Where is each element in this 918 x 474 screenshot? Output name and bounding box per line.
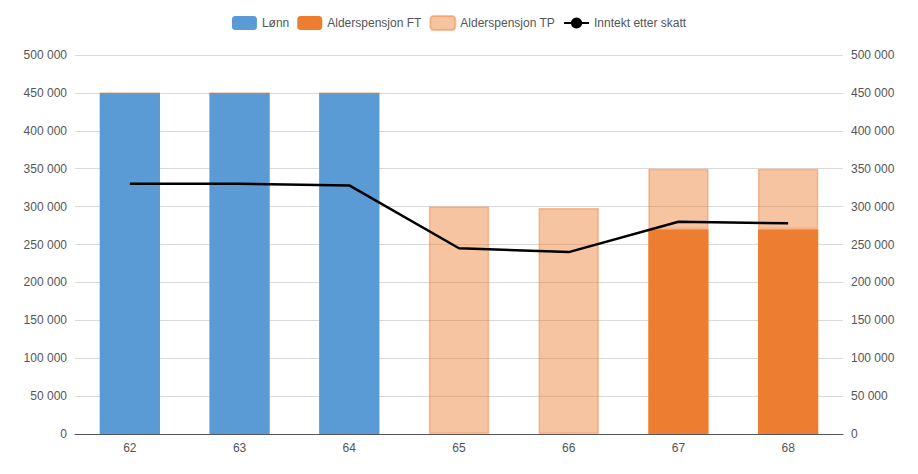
- svg-text:64: 64: [343, 441, 357, 455]
- svg-text:100 000: 100 000: [24, 351, 68, 365]
- svg-text:200 000: 200 000: [851, 275, 895, 289]
- svg-text:450 000: 450 000: [24, 86, 68, 100]
- svg-text:450 000: 450 000: [851, 86, 895, 100]
- svg-text:50 000: 50 000: [30, 389, 67, 403]
- svg-text:500 000: 500 000: [24, 48, 68, 62]
- svg-text:63: 63: [233, 441, 247, 455]
- svg-text:150 000: 150 000: [24, 313, 68, 327]
- svg-text:400 000: 400 000: [851, 124, 895, 138]
- svg-text:0: 0: [60, 427, 67, 441]
- svg-text:Alderspensjon FT: Alderspensjon FT: [327, 16, 422, 30]
- svg-text:Inntekt etter skatt: Inntekt etter skatt: [594, 16, 687, 30]
- svg-text:Lønn: Lønn: [262, 16, 289, 30]
- svg-text:0: 0: [851, 427, 858, 441]
- svg-text:62: 62: [123, 441, 137, 455]
- svg-text:250 000: 250 000: [24, 238, 68, 252]
- svg-text:200 000: 200 000: [24, 275, 68, 289]
- svg-text:300 000: 300 000: [24, 200, 68, 214]
- svg-text:500 000: 500 000: [851, 48, 895, 62]
- svg-text:400 000: 400 000: [24, 124, 68, 138]
- svg-text:250 000: 250 000: [851, 238, 895, 252]
- svg-text:100 000: 100 000: [851, 351, 895, 365]
- svg-text:300 000: 300 000: [851, 200, 895, 214]
- svg-text:350 000: 350 000: [851, 162, 895, 176]
- svg-text:150 000: 150 000: [851, 313, 895, 327]
- svg-text:350 000: 350 000: [24, 162, 68, 176]
- svg-text:66: 66: [562, 441, 576, 455]
- svg-text:68: 68: [781, 441, 795, 455]
- svg-text:Alderspensjon TP: Alderspensjon TP: [460, 16, 555, 30]
- svg-text:50 000: 50 000: [851, 389, 888, 403]
- svg-text:65: 65: [452, 441, 466, 455]
- svg-text:67: 67: [672, 441, 686, 455]
